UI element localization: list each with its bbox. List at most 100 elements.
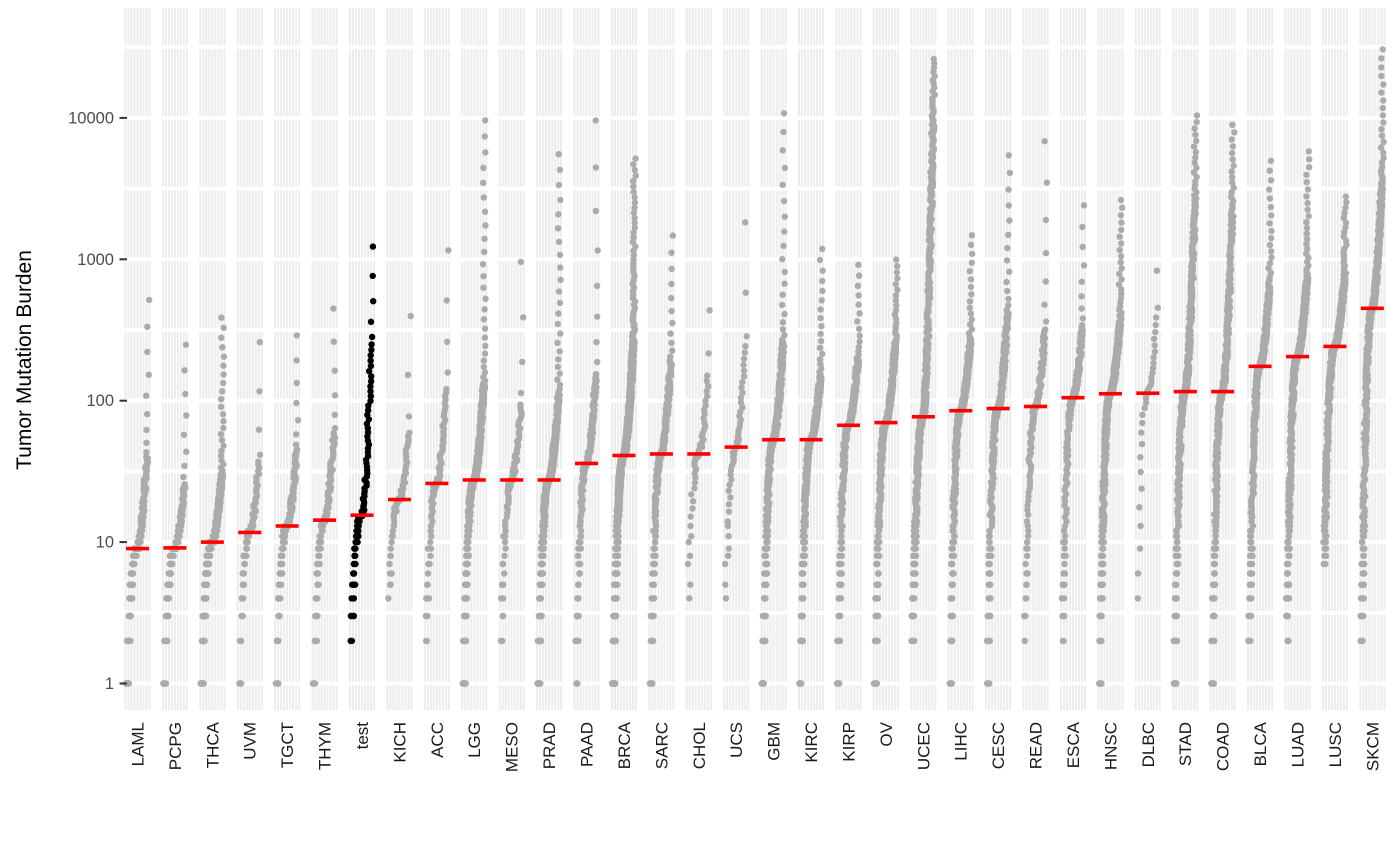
data-point bbox=[481, 306, 488, 313]
data-point bbox=[202, 595, 210, 602]
data-point bbox=[166, 581, 173, 588]
data-point bbox=[612, 595, 620, 602]
data-point bbox=[684, 560, 692, 568]
data-point bbox=[611, 570, 619, 577]
data-point bbox=[799, 595, 806, 602]
data-point bbox=[632, 155, 639, 162]
data-point bbox=[182, 390, 189, 398]
data-point bbox=[593, 282, 601, 289]
data-point bbox=[482, 295, 489, 302]
data-point bbox=[686, 595, 693, 602]
data-point bbox=[220, 442, 227, 449]
data-point bbox=[367, 318, 375, 325]
data-point bbox=[779, 319, 787, 326]
data-point bbox=[725, 508, 733, 515]
data-point bbox=[129, 570, 136, 577]
data-point bbox=[161, 637, 169, 645]
data-point bbox=[499, 637, 506, 645]
data-point bbox=[687, 513, 694, 520]
data-point bbox=[612, 552, 619, 559]
data-point bbox=[314, 570, 321, 577]
data-point bbox=[422, 612, 429, 620]
data-point bbox=[317, 533, 324, 540]
data-point bbox=[145, 371, 152, 379]
data-point bbox=[480, 194, 487, 201]
data-point bbox=[555, 181, 563, 189]
data-point bbox=[218, 396, 225, 403]
data-point bbox=[651, 560, 658, 568]
data-point bbox=[183, 448, 190, 455]
data-point bbox=[479, 261, 487, 268]
data-point bbox=[669, 319, 676, 327]
data-point bbox=[541, 538, 548, 546]
data-point bbox=[669, 232, 677, 239]
data-point bbox=[779, 326, 787, 333]
data-point bbox=[668, 307, 675, 315]
data-point bbox=[594, 358, 601, 366]
data-point bbox=[406, 429, 413, 436]
data-point bbox=[724, 552, 732, 559]
data-point bbox=[350, 570, 357, 577]
data-point bbox=[481, 208, 489, 215]
data-point bbox=[799, 570, 806, 577]
data-point bbox=[722, 595, 730, 602]
data-point bbox=[220, 371, 227, 378]
grid-line-horizontal bbox=[124, 610, 1392, 615]
data-point bbox=[632, 172, 639, 179]
data-point bbox=[348, 612, 356, 620]
data-point bbox=[556, 251, 564, 259]
data-point bbox=[220, 418, 227, 425]
data-point bbox=[315, 552, 323, 559]
data-point bbox=[350, 581, 357, 588]
data-point bbox=[173, 538, 180, 546]
data-point bbox=[779, 181, 786, 188]
data-point bbox=[555, 288, 563, 295]
data-point bbox=[427, 545, 435, 552]
data-point bbox=[407, 312, 414, 320]
data-point bbox=[691, 485, 698, 492]
grid-line-horizontal bbox=[124, 681, 1392, 686]
data-point bbox=[610, 637, 617, 645]
data-point bbox=[557, 276, 564, 283]
data-point bbox=[200, 680, 207, 687]
data-point bbox=[630, 183, 637, 190]
data-point bbox=[722, 560, 729, 568]
data-point bbox=[650, 595, 658, 602]
data-point bbox=[170, 552, 177, 559]
data-point bbox=[279, 560, 286, 568]
data-point bbox=[386, 581, 394, 588]
data-point bbox=[501, 552, 508, 559]
data-point bbox=[427, 538, 434, 546]
data-point bbox=[555, 310, 562, 317]
data-point bbox=[778, 301, 786, 309]
data-point bbox=[368, 333, 376, 341]
data-point bbox=[555, 151, 562, 158]
data-point bbox=[779, 256, 786, 263]
data-point bbox=[387, 545, 394, 552]
data-point bbox=[685, 538, 692, 546]
data-point bbox=[554, 320, 561, 328]
data-point bbox=[480, 316, 488, 323]
data-point bbox=[256, 339, 263, 346]
data-point bbox=[212, 527, 220, 535]
data-point bbox=[688, 491, 695, 498]
data-point bbox=[536, 581, 544, 588]
data-point bbox=[687, 522, 694, 530]
data-point bbox=[631, 166, 638, 174]
data-point bbox=[517, 389, 525, 397]
data-point bbox=[220, 362, 227, 369]
data-point bbox=[609, 680, 616, 687]
data-point bbox=[445, 247, 452, 254]
data-point bbox=[318, 527, 326, 535]
data-point bbox=[798, 637, 805, 645]
data-point bbox=[763, 560, 770, 568]
data-point bbox=[779, 291, 786, 298]
grid-line-horizontal bbox=[124, 186, 1392, 191]
data-point bbox=[781, 331, 788, 339]
data-point bbox=[354, 538, 361, 546]
data-point bbox=[482, 342, 489, 350]
data-point bbox=[129, 560, 137, 568]
data-point bbox=[423, 637, 430, 645]
data-point bbox=[276, 595, 283, 602]
